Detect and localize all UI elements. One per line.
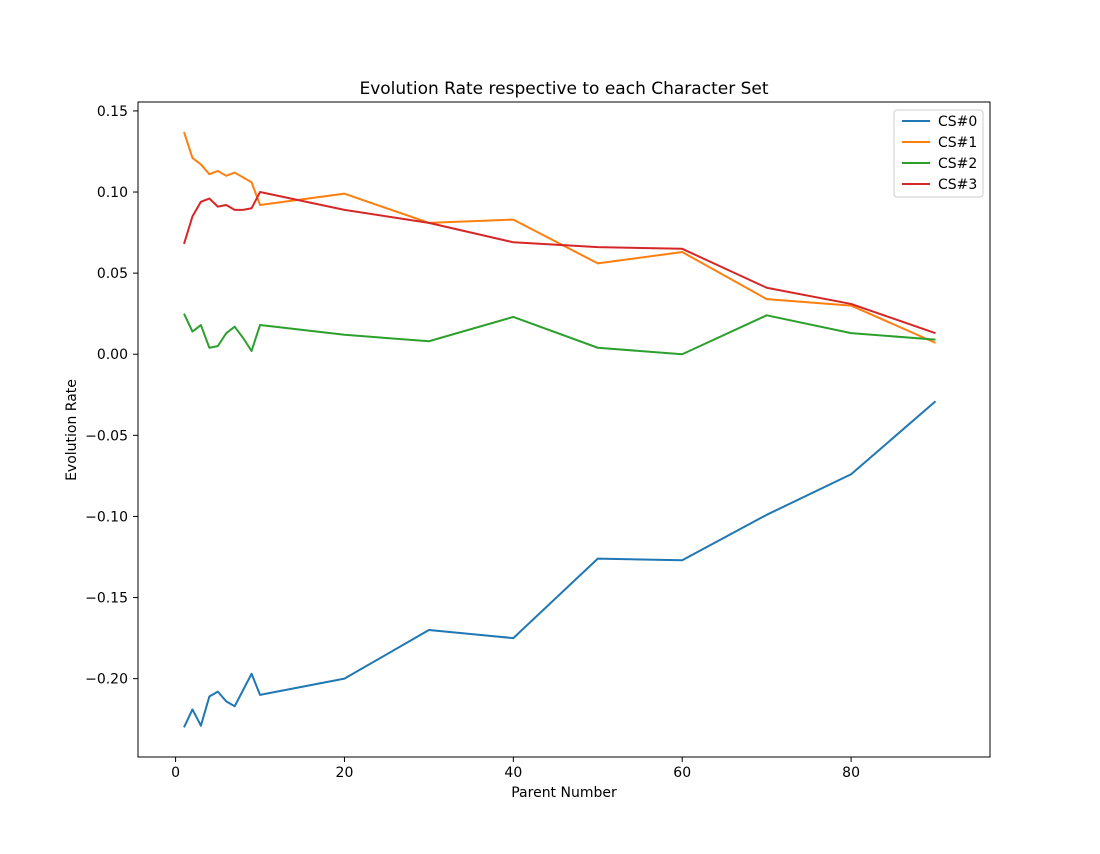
y-tick-label: −0.20 <box>85 672 128 688</box>
x-tick-label: 60 <box>673 765 691 781</box>
x-tick-label: 80 <box>842 765 860 781</box>
x-axis-label: Parent Number <box>511 785 617 801</box>
legend-label-cs2: CS#2 <box>938 156 977 172</box>
y-tick-label: −0.05 <box>85 428 128 444</box>
legend-box <box>893 109 984 198</box>
y-tick-label: 0.10 <box>97 185 128 201</box>
x-tick-label: 0 <box>171 765 180 781</box>
y-axis: −0.20 −0.15 −0.10 −0.05 0.00 0.05 0.10 0.15 <box>85 104 138 688</box>
y-tick-label: −0.10 <box>85 509 128 525</box>
series-line-cs0 <box>183 400 937 728</box>
x-tick-label: 40 <box>504 765 522 781</box>
x-tick-label: 20 <box>336 765 354 781</box>
series-layer <box>183 131 937 728</box>
series-line-cs1 <box>183 131 936 344</box>
series-line-cs2 <box>183 313 936 356</box>
plot-frame <box>137 101 991 758</box>
y-tick-label: 0.00 <box>97 347 128 363</box>
y-tick-label: −0.15 <box>85 591 128 607</box>
x-axis: 0 20 40 60 80 <box>171 757 860 781</box>
series-line-cs3 <box>183 191 936 335</box>
y-axis-label: Evolution Rate <box>64 379 80 481</box>
legend: CS#0 CS#1 CS#2 CS#3 <box>893 109 984 198</box>
legend-label-cs0: CS#0 <box>938 114 977 130</box>
y-tick-label: 0.05 <box>97 266 128 282</box>
legend-label-cs3: CS#3 <box>938 177 977 193</box>
legend-label-cs1: CS#1 <box>938 135 977 151</box>
y-tick-label: 0.15 <box>97 104 128 120</box>
chart-title: Evolution Rate respective to each Charac… <box>359 79 768 99</box>
